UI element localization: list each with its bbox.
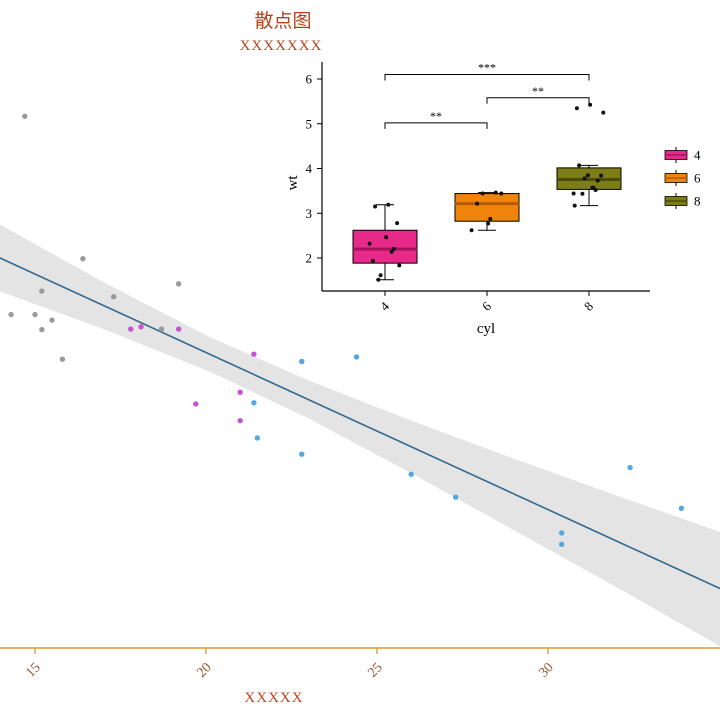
- legend-item-label: 6: [694, 171, 701, 186]
- scatter-series-4: [251, 354, 685, 547]
- scatter-point: [193, 401, 199, 407]
- jitter-point: [378, 273, 383, 278]
- inset-y-tick-label: 2: [306, 251, 313, 266]
- significance-label: **: [532, 84, 544, 98]
- scatter-point: [254, 435, 260, 441]
- scatter-point: [627, 464, 633, 471]
- scatter-point: [237, 389, 243, 395]
- scatter-point: [32, 311, 38, 318]
- legend-item-label: 8: [694, 194, 701, 209]
- x-axis-tick-label: 25: [365, 660, 386, 681]
- jitter-point: [571, 191, 576, 196]
- significance-label: ***: [478, 61, 496, 75]
- scatter-point: [59, 356, 66, 362]
- box-rect: [454, 193, 520, 222]
- scatter-point: [138, 324, 144, 330]
- inset-y-tick-label: 6: [306, 72, 313, 87]
- scatter-series-8: [8, 113, 182, 362]
- inset-y-tick-label: 4: [306, 161, 313, 176]
- inset-y-tick-label: 5: [306, 116, 313, 131]
- jitter-point: [391, 247, 396, 252]
- jitter-point: [585, 173, 590, 178]
- jitter-point: [580, 191, 585, 196]
- jitter-point: [499, 191, 504, 196]
- x-axis-tick-label: 20: [194, 660, 215, 681]
- jitter-point: [397, 263, 402, 268]
- x-axis-tick-label: 30: [536, 660, 557, 681]
- scatter-point: [237, 417, 243, 424]
- jitter-point: [582, 176, 587, 181]
- scatter-point: [558, 530, 565, 536]
- scatter-point: [8, 311, 14, 318]
- scatter-point: [175, 326, 182, 332]
- inset-y-tick-label: 3: [306, 206, 313, 221]
- jitter-point: [395, 221, 400, 226]
- jitter-point: [595, 178, 600, 183]
- jitter-point: [373, 204, 378, 209]
- jitter-point: [493, 190, 498, 195]
- significance-bracket: [384, 122, 488, 129]
- trend-line: [0, 257, 720, 590]
- x-axis-tick-label: 15: [23, 660, 44, 681]
- scatter-point: [22, 113, 28, 119]
- scatter-point: [49, 317, 55, 323]
- jitter-point: [475, 201, 480, 206]
- scatter-point: [251, 351, 257, 357]
- jitter-point: [376, 277, 381, 282]
- jitter-point: [591, 185, 596, 190]
- chart-subtitle: XXXXXXX: [239, 38, 323, 54]
- scatter-point: [353, 354, 360, 360]
- scatter-point: [299, 451, 305, 457]
- significance-bracket: [384, 74, 590, 81]
- jitter-point: [601, 110, 606, 115]
- scatter-point: [158, 326, 165, 332]
- inset-y-axis-title: wt: [285, 175, 301, 191]
- scatter-point: [39, 288, 45, 294]
- scatter-point: [678, 505, 685, 512]
- jitter-point: [488, 216, 493, 221]
- jitter-point: [574, 106, 579, 111]
- jitter-point: [469, 228, 474, 233]
- scatter-point: [110, 293, 117, 300]
- chart-title: 散点图: [254, 11, 312, 32]
- jitter-point: [486, 221, 491, 226]
- jitter-point: [370, 258, 375, 263]
- scatter-point: [128, 326, 134, 332]
- inset-x-axis-title: cyl: [477, 321, 495, 337]
- significance-label: **: [430, 109, 442, 123]
- x-axis-label: XXXXX: [244, 690, 304, 706]
- jitter-point: [577, 163, 582, 168]
- jitter-point: [572, 203, 577, 208]
- jitter-point: [384, 235, 389, 240]
- legend-item-label: 4: [694, 148, 701, 163]
- scatter-point: [408, 471, 414, 477]
- scatter-point: [558, 541, 565, 547]
- jitter-point: [480, 191, 485, 196]
- box-rect: [352, 229, 418, 264]
- scatter-point: [39, 326, 45, 333]
- scatter-point: [175, 281, 182, 287]
- scatter-series-6: [128, 324, 257, 424]
- jitter-point: [599, 173, 604, 178]
- significance-bracket: [486, 97, 590, 104]
- jitter-point: [389, 249, 394, 254]
- jitter-point: [367, 241, 372, 246]
- scatter-point: [80, 255, 86, 262]
- scatter-point: [452, 494, 459, 500]
- scatter-point: [299, 358, 305, 365]
- scatter-point: [251, 400, 257, 406]
- jitter-point: [386, 202, 391, 207]
